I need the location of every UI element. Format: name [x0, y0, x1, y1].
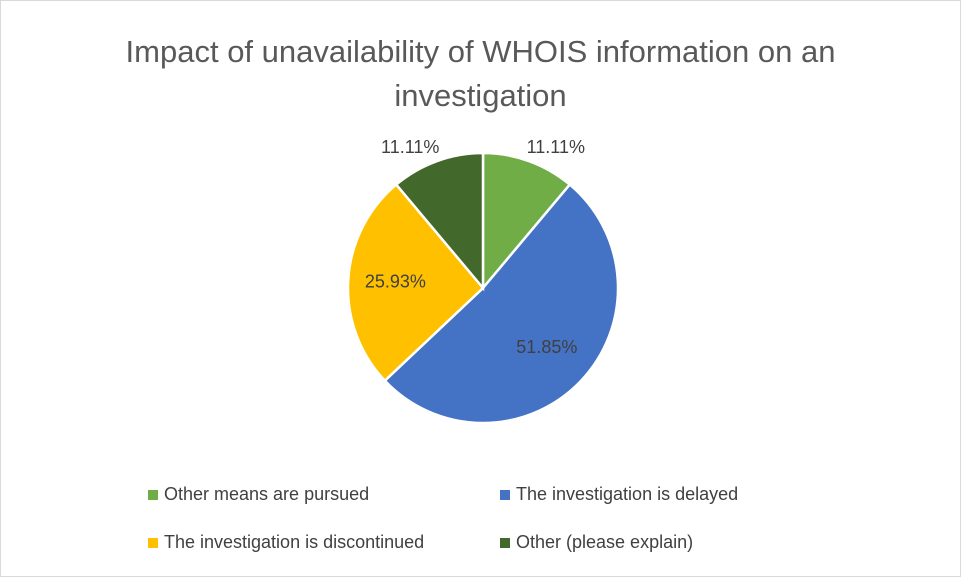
data-label: 25.93%	[365, 272, 426, 292]
legend-label: Other (please explain)	[516, 532, 693, 552]
legend-marker	[500, 538, 510, 548]
legend-label: The investigation is delayed	[516, 484, 738, 504]
legend-label: Other means are pursued	[164, 484, 369, 504]
pie-slice	[394, 151, 485, 292]
pie-slice	[383, 182, 620, 425]
legend-marker	[148, 538, 158, 548]
legend-marker	[148, 490, 158, 500]
data-label: 51.85%	[516, 337, 577, 357]
chart-title: Impact of unavailability of WHOIS inform…	[125, 34, 836, 113]
legend-label: The investigation is discontinued	[164, 532, 424, 552]
data-label: 11.11%	[381, 137, 439, 157]
pie-slice	[481, 151, 572, 292]
data-label: 11.11%	[527, 137, 585, 157]
legend-marker	[500, 490, 510, 500]
pie-slice	[346, 182, 485, 383]
